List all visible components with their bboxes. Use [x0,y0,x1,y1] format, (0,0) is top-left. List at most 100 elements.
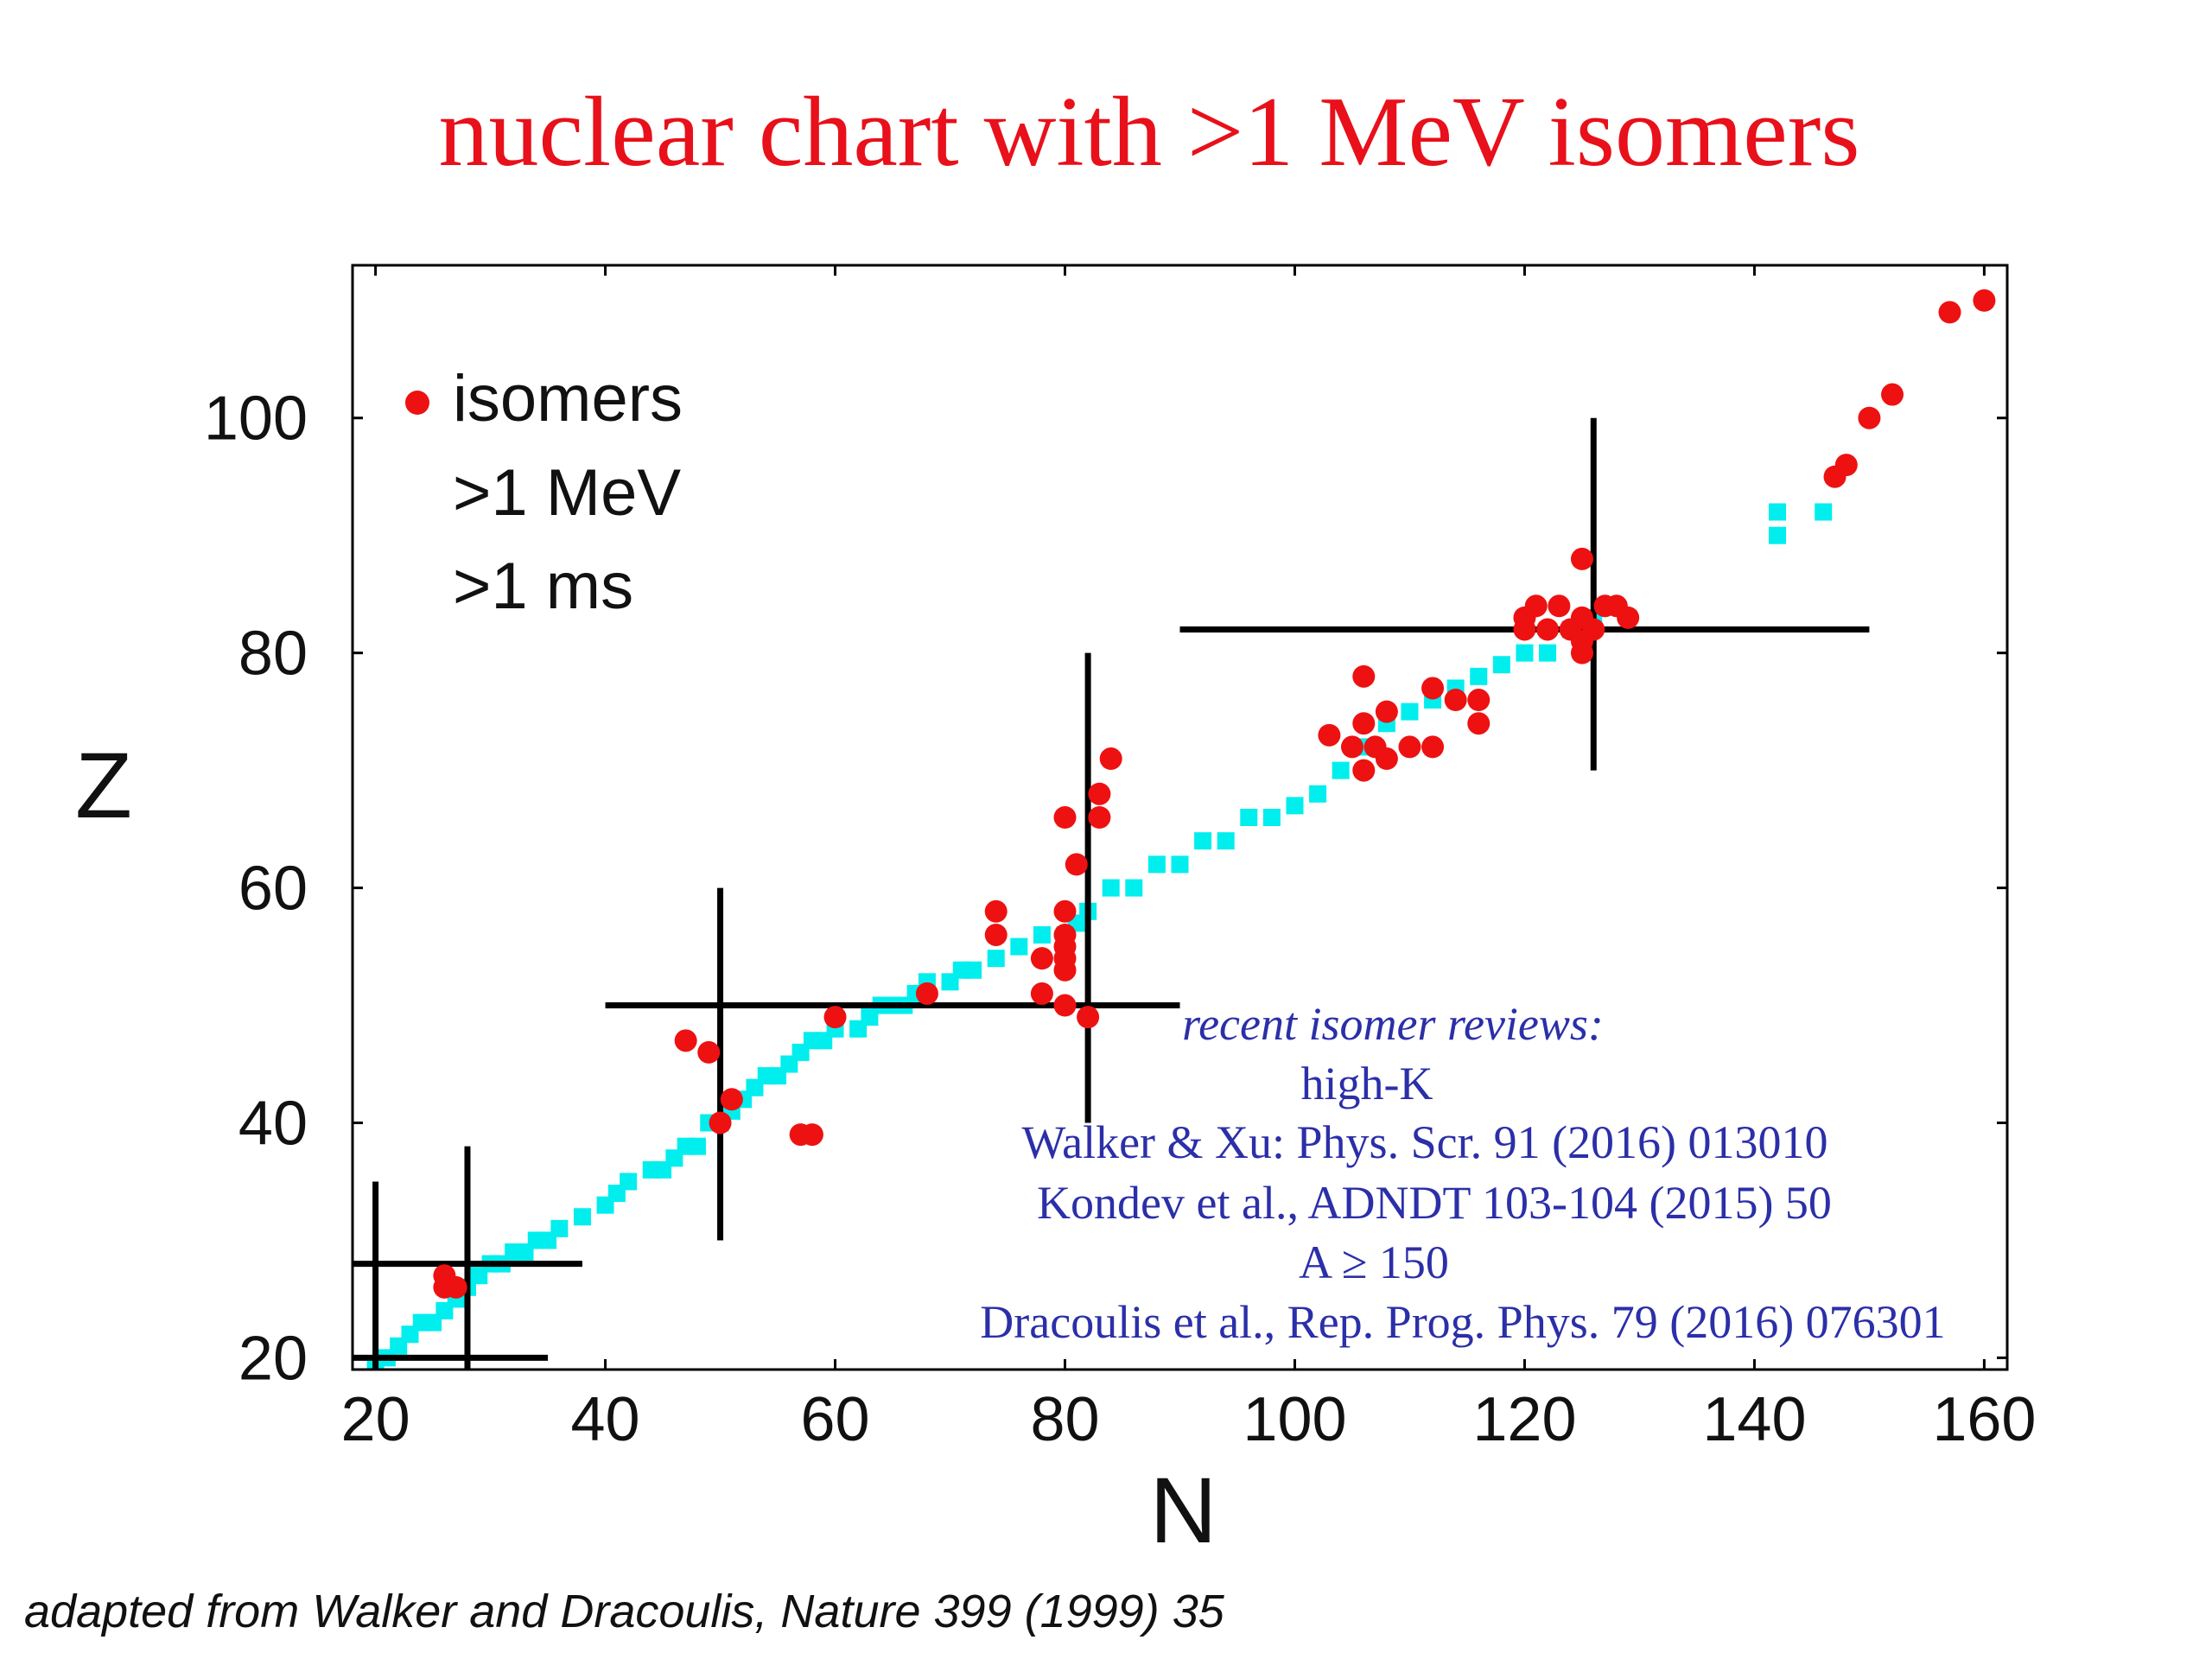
isomer-point [1088,782,1111,805]
stable-nucleus-marker [1171,855,1189,874]
isomer-point [1099,747,1122,771]
stable-nucleus-marker [1240,809,1258,826]
review-annotation-line: A ≥ 150 [1299,1236,1449,1288]
isomer-point [1318,723,1341,747]
isomer-point [720,1088,743,1111]
stable-nucleus-marker [1147,855,1166,874]
isomer-point [1570,641,1593,664]
stable-nucleus-marker [987,950,1005,968]
isomer-point [1973,289,1996,312]
y-tick-label: 80 [238,620,308,689]
review-annotation-line: Walker & Xu: Phys. Scr. 91 (2016) 013010 [1021,1116,1827,1168]
review-annotation-line: Dracoulis et al., Rep. Prog. Phys. 79 (2… [980,1296,1945,1348]
stable-nucleus-marker [1516,644,1534,662]
stable-nucleus-marker [1309,785,1327,803]
legend-line: >1 MeV [453,456,681,530]
stable-nucleus-marker [1194,832,1212,850]
review-annotation-line: recent isomer reviews: [1182,998,1604,1050]
isomer-point [1030,947,1053,970]
stable-nucleus-marker [620,1173,638,1191]
stable-nucleus-marker [1470,667,1488,685]
review-annotation-line: high-K [1301,1058,1433,1109]
stable-nucleus-marker [1401,702,1419,721]
isomer-point [823,1006,847,1029]
stable-nucleus-marker [573,1208,591,1226]
stable-nucleus-marker [550,1219,569,1237]
stable-nucleus-marker [1492,656,1510,674]
stable-nucleus-marker [1332,761,1350,779]
isomer-point [1548,594,1571,618]
legend-line: isomers [453,362,683,435]
isomer-point [1375,747,1398,771]
stable-nucleus-marker [1286,797,1304,815]
stable-nucleus-marker [1217,832,1235,850]
stable-nucleus-marker [1262,809,1281,826]
plot-content [353,289,1996,1370]
x-tick-label: 120 [1472,1385,1576,1454]
isomer-point [915,982,938,1005]
y-tick-label: 100 [204,385,308,454]
isomer-point [1352,759,1376,782]
x-tick-label: 60 [800,1385,869,1454]
isomer-point [1077,1006,1100,1029]
isomer-point [444,1275,467,1299]
stable-nucleus-marker [1102,879,1120,897]
isomer-point [674,1029,697,1052]
isomer-point [1065,853,1088,876]
stable-nucleus-marker [1815,503,1833,521]
y-tick-label: 60 [238,855,308,924]
x-tick-label: 160 [1932,1385,2036,1454]
y-tick-label: 40 [238,1089,308,1158]
isomer-point [1340,735,1363,759]
x-tick-label: 40 [571,1385,640,1454]
isomer-point [1834,454,1858,477]
x-tick-label: 140 [1702,1385,1806,1454]
stable-nucleus-marker [1010,938,1028,956]
stable-nucleus-marker [1539,644,1557,662]
isomer-point [1524,594,1548,618]
y-axis-label: Z [75,733,132,837]
isomer-point [1938,301,1961,324]
isomer-point [1467,712,1491,735]
review-annotation-line: Kondev et al., ADNDT 103-104 (2015) 50 [1037,1177,1832,1229]
isomer-point [697,1040,721,1064]
stable-nucleus-marker [1769,503,1787,521]
isomer-point [1352,664,1376,688]
axes: 20 40 60 80 100 120 140 160 20 40 60 80 100 N Z [75,264,2036,1562]
isomer-point [1030,982,1053,1005]
citation: adapted from Walker and Dracoulis, Natur… [24,1586,1224,1637]
x-tick-label: 20 [341,1385,410,1454]
stable-nucleus-marker [964,961,982,979]
stable-nucleus-marker [1033,925,1051,944]
isomer-point [709,1111,732,1135]
isomer-point [1617,606,1640,629]
isomer-point [800,1123,823,1147]
isomer-point [984,923,1007,946]
isomer-point [1053,806,1077,829]
isomer-point [1582,618,1605,641]
slide-title: nuclear chart with >1 MeV isomers [438,77,1860,188]
legend-line: >1 ms [453,550,633,623]
isomer-point [1352,712,1376,735]
isomer-point [1053,958,1077,982]
isomer-point [1053,899,1077,923]
isomer-point [1053,994,1077,1017]
isomer-point [1536,618,1560,641]
isomer-point [1375,700,1398,723]
x-axis-label: N [1150,1458,1217,1562]
isomer-point [984,899,1007,923]
isomer-point [1881,383,1904,406]
x-tick-label: 100 [1243,1385,1346,1454]
isomer-point [1421,735,1445,759]
isomer-point [1858,406,1881,429]
legend: isomers >1 MeV >1 ms [405,362,683,623]
isomer-point [1088,806,1111,829]
isomer-point [1398,735,1421,759]
isomer-point [1444,689,1467,712]
stable-nucleus-marker [1769,526,1787,544]
stable-nucleus-marker [688,1137,706,1155]
isomer-point [1570,547,1593,570]
plot-frame [351,264,2009,1371]
